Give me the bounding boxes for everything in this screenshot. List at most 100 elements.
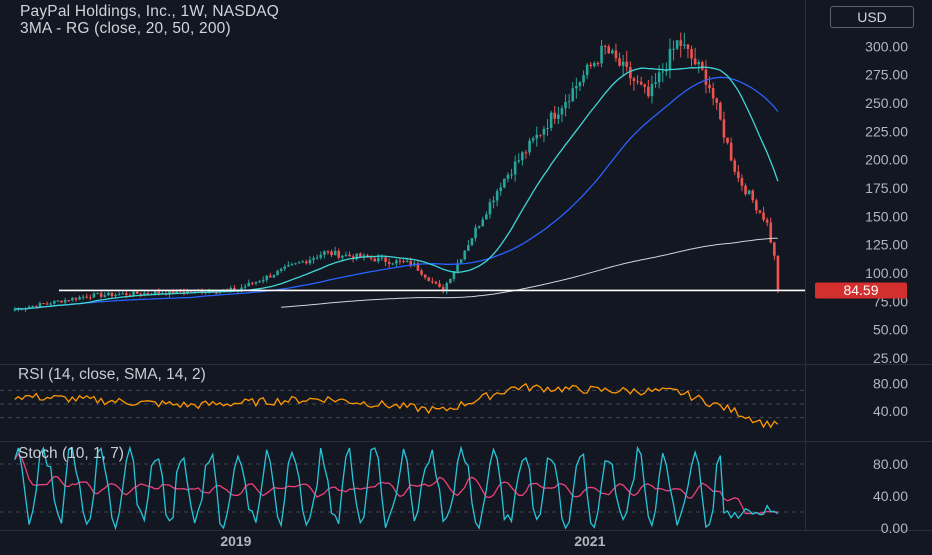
stoch-legend: Stoch (10, 1, 7) (18, 445, 124, 462)
rsi-tick-1: 40.00 (873, 403, 908, 419)
candle-body-208 (762, 212, 765, 220)
candle-body-109 (405, 260, 409, 262)
candle-body-25 (103, 295, 107, 297)
candle-body-154 (567, 101, 571, 103)
candle-body-88 (330, 251, 333, 256)
candle-body-198 (726, 137, 729, 143)
currency-selector[interactable]: USD (830, 6, 914, 28)
candle-body-148 (546, 128, 549, 130)
candle-body-188 (690, 48, 693, 59)
candle-body-13 (60, 300, 63, 303)
candle-body-167 (614, 50, 618, 59)
candle-body-84 (315, 257, 319, 259)
price-tick-4: 225.00 (865, 123, 908, 139)
candle-body-211 (773, 242, 776, 256)
candle-body-137 (506, 174, 510, 179)
candle-body-175 (643, 84, 647, 87)
candle-body-52 (200, 290, 204, 293)
candle-body-8 (42, 303, 45, 305)
candle-body-168 (618, 58, 621, 66)
candle-body-95 (355, 253, 359, 259)
candle-body-102 (380, 257, 384, 259)
candle-body-79 (297, 262, 301, 264)
candle-body-26 (107, 292, 110, 296)
candle-body-54 (207, 290, 211, 293)
candle-body-63 (240, 287, 243, 290)
candle-body-117 (434, 281, 438, 284)
price-badge (815, 282, 907, 299)
candle-body-185 (679, 40, 683, 46)
candle-body-179 (657, 72, 661, 83)
candle-body-125 (463, 250, 467, 260)
candle-body-191 (701, 62, 704, 70)
candle-body-87 (326, 251, 330, 253)
candle-body-190 (697, 62, 701, 65)
candle-body-94 (351, 256, 355, 259)
candle-body-194 (711, 88, 715, 99)
candle-body-130 (481, 219, 485, 227)
candle-body-183 (672, 48, 675, 50)
candle-body-151 (557, 114, 560, 119)
candle-body-43 (168, 290, 171, 295)
candle-body-197 (722, 119, 726, 138)
candle-body-134 (495, 191, 499, 201)
candle-body-201 (737, 171, 740, 179)
candle-body-91 (341, 255, 344, 258)
candle-body-19 (81, 296, 85, 298)
candle-body-155 (571, 88, 575, 102)
candle-body-180 (661, 71, 665, 73)
candle-body-96 (359, 253, 362, 258)
candle-body-170 (625, 61, 629, 68)
candle-body-210 (769, 222, 773, 243)
candle-body-122 (452, 271, 456, 279)
candle-body-35 (139, 293, 143, 295)
candle-body-99 (369, 257, 373, 259)
candle-body-76 (287, 265, 290, 267)
candle-body-78 (294, 263, 297, 265)
candle-body-77 (290, 264, 294, 266)
candle-body-81 (305, 261, 308, 264)
candle-body-28 (114, 294, 117, 297)
candle-body-139 (513, 161, 517, 175)
candle-body-161 (593, 63, 596, 67)
candle-body-186 (683, 44, 686, 46)
candle-body-12 (56, 300, 60, 302)
candle-body-184 (675, 40, 679, 49)
candle-body-105 (391, 263, 395, 265)
rsi-line (14, 382, 779, 429)
moving-averages (14, 66, 805, 310)
candle-body-204 (747, 190, 751, 195)
candle-body-129 (477, 226, 481, 228)
candle-body-203 (744, 185, 747, 195)
candle-body-107 (398, 260, 402, 262)
price-tick-9: 100.00 (865, 265, 908, 281)
candle-body-143 (528, 140, 531, 153)
candle-body-140 (517, 160, 521, 162)
candle-body-4 (27, 306, 31, 309)
candle-body-34 (135, 291, 139, 294)
candle-body-193 (708, 84, 711, 89)
candle-body-131 (485, 214, 488, 220)
candle-body-146 (539, 134, 542, 136)
candle-body-7 (38, 303, 42, 307)
candle-body-153 (564, 101, 567, 109)
rsi-legend: RSI (14, close, SMA, 14, 2) (18, 366, 206, 383)
candle-body-31 (125, 293, 128, 296)
price-tick-8: 125.00 (865, 237, 908, 253)
candle-body-29 (117, 294, 121, 296)
time-axis: 2019 2021 (220, 533, 605, 549)
candle-body-60 (229, 287, 233, 290)
candle-body-83 (312, 258, 315, 260)
candle-body-64 (243, 286, 247, 288)
candle-body-212 (776, 255, 780, 291)
price-tick-3: 250.00 (865, 95, 908, 111)
candle-body-11 (53, 300, 56, 304)
candle-body-106 (395, 260, 398, 264)
candle-body-119 (441, 286, 445, 292)
candle-body-82 (308, 259, 312, 264)
candle-body-165 (607, 46, 611, 54)
stoch-k-line (14, 445, 779, 531)
price-tick-12: 25.00 (873, 350, 908, 366)
